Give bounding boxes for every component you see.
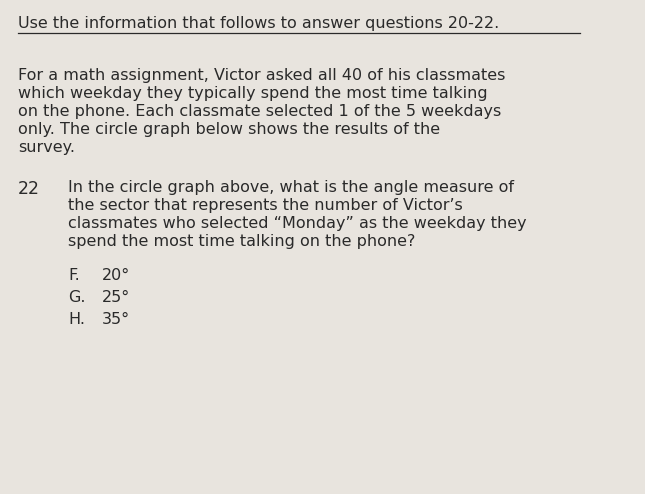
Text: 35°: 35° bbox=[102, 312, 130, 327]
Text: spend the most time talking on the phone?: spend the most time talking on the phone… bbox=[68, 234, 415, 249]
Text: F.: F. bbox=[68, 268, 80, 283]
Text: For a math assignment, Victor asked all 40 of his classmates: For a math assignment, Victor asked all … bbox=[18, 68, 506, 83]
Text: only. The circle graph below shows the results of the: only. The circle graph below shows the r… bbox=[18, 122, 440, 137]
Text: which weekday they typically spend the most time talking: which weekday they typically spend the m… bbox=[18, 86, 488, 101]
Text: 20°: 20° bbox=[102, 268, 130, 283]
Text: classmates who selected “Monday” as the weekday they: classmates who selected “Monday” as the … bbox=[68, 216, 526, 231]
Text: G.: G. bbox=[68, 290, 86, 305]
Text: Use the information that follows to answer questions 20-22.: Use the information that follows to answ… bbox=[18, 16, 499, 31]
Text: In the circle graph above, what is the angle measure of: In the circle graph above, what is the a… bbox=[68, 180, 514, 195]
Text: the sector that represents the number of Victor’s: the sector that represents the number of… bbox=[68, 198, 462, 213]
Text: on the phone. Each classmate selected 1 of the 5 weekdays: on the phone. Each classmate selected 1 … bbox=[18, 104, 501, 119]
Text: survey.: survey. bbox=[18, 140, 75, 155]
Text: H.: H. bbox=[68, 312, 85, 327]
Text: 22: 22 bbox=[18, 180, 40, 198]
Text: 25°: 25° bbox=[102, 290, 130, 305]
